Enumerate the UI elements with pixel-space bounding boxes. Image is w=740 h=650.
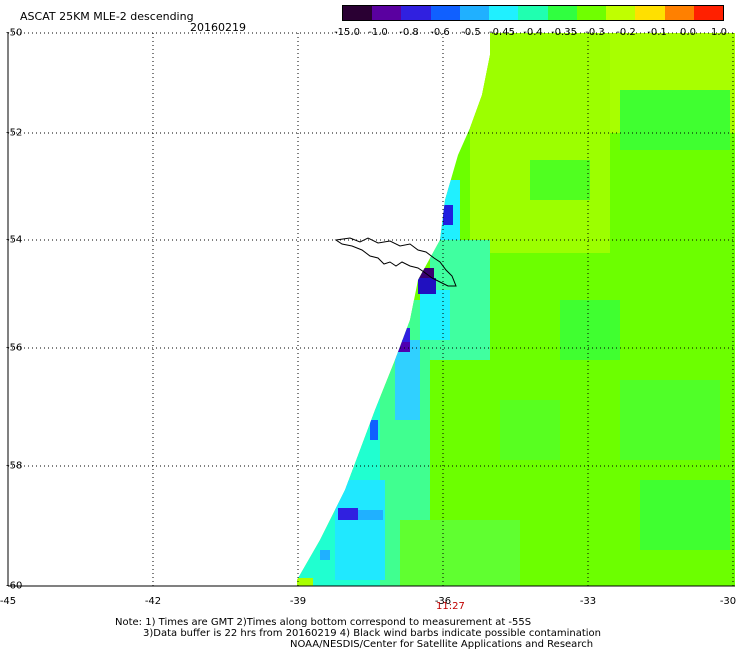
colorbar-label: -0.1 bbox=[647, 27, 667, 38]
chart-title: ASCAT 25KM MLE-2 descending bbox=[20, 10, 194, 23]
colorbar-label: 1.0 bbox=[711, 27, 727, 38]
lat-label: -54 bbox=[6, 234, 23, 246]
colorbar-segment bbox=[606, 6, 636, 20]
colorbar-segment bbox=[459, 6, 490, 20]
colorbar-segment bbox=[693, 6, 724, 20]
colorbar-label: -0.4 bbox=[523, 27, 543, 38]
colorbar-segment bbox=[518, 6, 548, 20]
wind-swath bbox=[297, 33, 735, 586]
lon-label: -39 bbox=[289, 596, 307, 607]
colorbar-label: -1.0 bbox=[368, 27, 388, 38]
colorbar bbox=[342, 5, 724, 21]
note-line-1: Note: 1) Times are GMT 2)Times along bot… bbox=[115, 617, 532, 628]
colorbar-segment bbox=[430, 6, 460, 20]
colorbar-label: -15.0 bbox=[334, 27, 360, 38]
colorbar-label: -0.45 bbox=[489, 27, 515, 38]
lon-label: -45 bbox=[0, 596, 17, 607]
colorbar-segment bbox=[489, 6, 519, 20]
colorbar-segment bbox=[635, 6, 665, 20]
colorbar-label: 0.0 bbox=[680, 27, 696, 38]
colorbar-segment bbox=[372, 6, 402, 20]
lon-label: -36 bbox=[434, 596, 452, 607]
lat-label: -58 bbox=[6, 460, 23, 472]
lon-label: -42 bbox=[144, 596, 162, 607]
colorbar-segment bbox=[547, 6, 577, 20]
island-outline bbox=[334, 237, 457, 287]
lat-label: -52 bbox=[6, 127, 23, 139]
colorbar-label: -0.3 bbox=[585, 27, 605, 38]
colorbar-label: -0.5 bbox=[461, 27, 481, 38]
colorbar-segment bbox=[343, 6, 373, 20]
lat-label: -60 bbox=[6, 580, 23, 592]
colorbar-segment bbox=[401, 6, 431, 20]
lon-label: -33 bbox=[579, 596, 597, 607]
pass-time: 11:27 bbox=[436, 601, 465, 612]
lon-label: -30 bbox=[719, 596, 737, 607]
colorbar-segment bbox=[576, 6, 607, 20]
colorbar-label: -0.35 bbox=[551, 27, 577, 38]
note-line-2: 3)Data buffer is 22 hrs from 20160219 4)… bbox=[143, 628, 601, 639]
colorbar-label: -0.8 bbox=[399, 27, 419, 38]
colorbar-label: -0.2 bbox=[616, 27, 636, 38]
graticule bbox=[8, 32, 735, 586]
plot-frame bbox=[7, 33, 735, 587]
lat-label: -56 bbox=[6, 342, 23, 354]
chart-date: 20160219 bbox=[190, 21, 246, 34]
note-line-3: NOAA/NESDIS/Center for Satellite Applica… bbox=[290, 639, 594, 650]
colorbar-labels: -15.0 -1.0 -0.8 -0.6 -0.5 -0.45 -0.4 -0.35 -0.3-… bbox=[333, 27, 733, 39]
colorbar-segment bbox=[664, 6, 694, 20]
lat-label: -50 bbox=[6, 27, 23, 39]
colorbar-label: -0.6 bbox=[430, 27, 450, 38]
